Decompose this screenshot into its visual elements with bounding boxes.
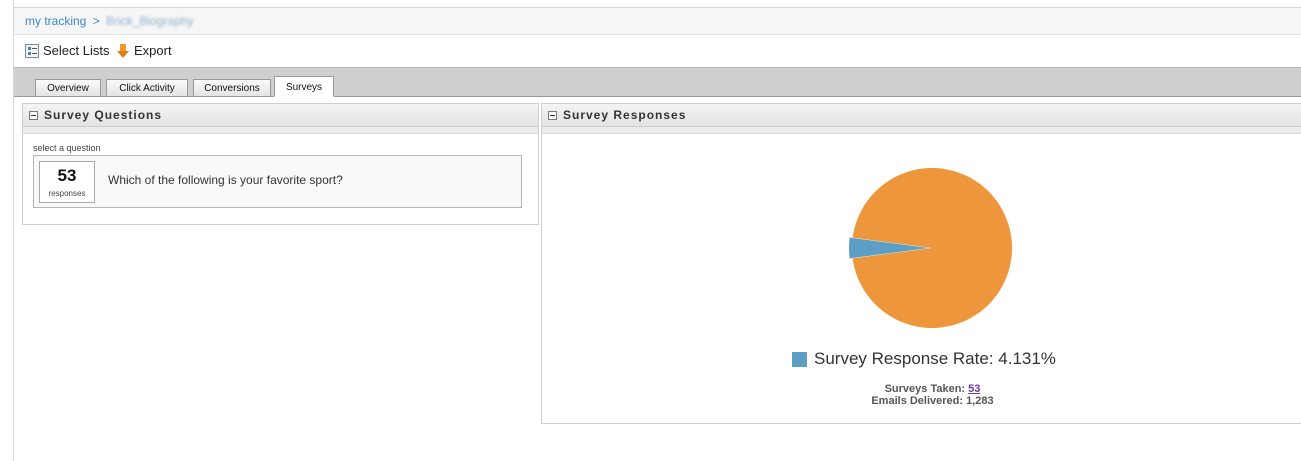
- response-count: 53: [57, 166, 77, 185]
- frame-top-border: [13, 7, 1301, 8]
- surveys-taken-row: Surveys Taken: 53: [542, 383, 1301, 395]
- survey-questions-title: Survey Questions: [44, 108, 163, 122]
- collapse-icon[interactable]: [29, 110, 38, 120]
- pie-slice-remaining: [852, 168, 1012, 328]
- legend-swatch: [792, 351, 807, 367]
- question-card[interactable]: 53 responses Which of the following is y…: [33, 155, 522, 208]
- select-lists-label: Select Lists: [43, 43, 110, 58]
- surveys-taken-link[interactable]: 53: [968, 383, 981, 395]
- surveys-taken-label: Surveys Taken:: [884, 383, 966, 395]
- response-rate-pie-chart: [849, 168, 1012, 328]
- export-button[interactable]: Export: [117, 35, 172, 67]
- tab-click-activity[interactable]: Click Activity: [106, 79, 188, 97]
- emails-delivered-row: Emails Delivered: 1,283: [542, 395, 1301, 407]
- export-icon: [117, 44, 129, 58]
- survey-responses-header: Survey Responses: [542, 104, 1301, 127]
- question-text: Which of the following is your favorite …: [108, 173, 343, 187]
- breadcrumb: my tracking > Brick_Biography: [14, 8, 1301, 35]
- survey-responses-panel: Survey Responses Survey Response Rate: 4…: [541, 103, 1301, 424]
- pie-slice-response-rate: [849, 237, 929, 259]
- survey-questions-header: Survey Questions: [23, 104, 538, 127]
- survey-responses-title: Survey Responses: [563, 108, 687, 122]
- legend-label: Survey Response Rate: 4.131%: [814, 349, 1056, 368]
- tab-conversions[interactable]: Conversions: [193, 79, 271, 97]
- toolbar: Select Lists Export: [14, 35, 1301, 67]
- select-question-label: select a question: [33, 143, 101, 153]
- breadcrumb-separator: >: [92, 14, 100, 28]
- emails-delivered-value: 1,283: [966, 395, 994, 407]
- survey-questions-panel: Survey Questions select a question 53 re…: [22, 103, 539, 225]
- emails-delivered-label: Emails Delivered:: [871, 395, 964, 407]
- tab-surveys[interactable]: Surveys: [274, 76, 334, 97]
- response-count-box: 53 responses: [39, 161, 95, 203]
- frame-left-border: [13, 0, 14, 461]
- survey-stats: Surveys Taken: 53 Emails Delivered: 1,28…: [542, 383, 1301, 407]
- tab-overview[interactable]: Overview: [35, 79, 101, 97]
- collapse-icon[interactable]: [548, 110, 557, 120]
- panel-subheader: [23, 127, 538, 134]
- lists-icon: [25, 44, 39, 58]
- chart-legend: Survey Response Rate: 4.131%: [792, 349, 1056, 369]
- response-count-label: responses: [48, 189, 86, 198]
- breadcrumb-current: Brick_Biography: [106, 14, 194, 28]
- panel-subheader: [542, 127, 1301, 134]
- select-lists-button[interactable]: Select Lists: [25, 35, 109, 67]
- export-label: Export: [134, 43, 172, 58]
- tab-bar: Overview Click Activity Conversions Surv…: [14, 67, 1301, 97]
- breadcrumb-my-tracking-link[interactable]: my tracking: [25, 14, 87, 28]
